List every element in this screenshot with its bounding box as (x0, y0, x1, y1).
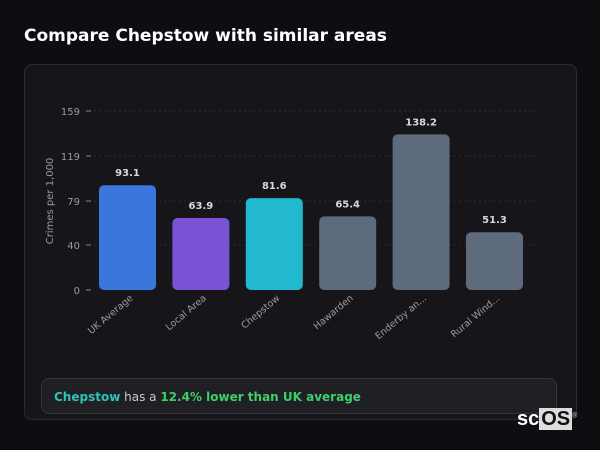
x-tick-label: UK Average (86, 293, 135, 337)
y-axis-label: Crimes per 1,000 (45, 158, 56, 245)
summary-text: has a (120, 390, 161, 404)
data-label: 63.9 (189, 201, 214, 212)
summary-place: Chepstow (54, 390, 121, 404)
data-label: 65.4 (335, 199, 360, 210)
bar (319, 216, 377, 290)
data-label: 138.2 (405, 117, 437, 128)
data-label: 93.1 (115, 168, 140, 179)
x-tick-label: Rural Wind... (449, 293, 502, 340)
data-label: 51.3 (482, 215, 507, 226)
summary-difference: 12.4% lower than UK average (160, 390, 361, 404)
data-label: 81.6 (262, 181, 287, 192)
comparison-summary: Chepstow has a 12.4% lower than UK avera… (41, 378, 557, 414)
bar (99, 185, 156, 290)
x-tick-label: Hawarden (312, 293, 356, 332)
bar (466, 232, 523, 290)
x-tick-label: Chepstow (239, 293, 282, 332)
bar (172, 218, 230, 290)
x-tick-label: Local Area (164, 293, 209, 333)
y-tick-label: 0 (74, 286, 80, 297)
y-tick-label: 159 (61, 107, 80, 118)
page-title: Compare Chepstow with similar areas (24, 26, 387, 46)
scos-logo: sc OS ® (517, 408, 578, 430)
x-tick-label: Enderby an... (373, 293, 429, 342)
y-tick-label: 40 (67, 241, 80, 252)
y-tick-label: 119 (61, 152, 80, 163)
y-tick-label: 79 (67, 197, 80, 208)
bar (245, 198, 303, 290)
bar (392, 134, 450, 290)
